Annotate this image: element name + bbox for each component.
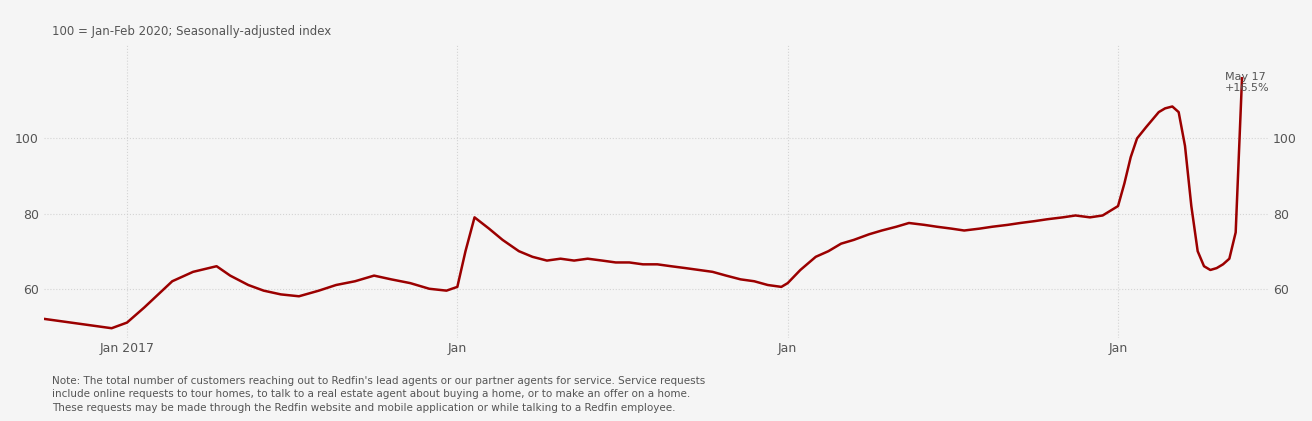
Text: 100 = Jan-Feb 2020; Seasonally-adjusted index: 100 = Jan-Feb 2020; Seasonally-adjusted … bbox=[52, 25, 332, 38]
Text: Note: The total number of customers reaching out to Redfin's lead agents or our : Note: The total number of customers reac… bbox=[52, 376, 706, 413]
Text: May 17
+16.5%: May 17 +16.5% bbox=[1225, 72, 1270, 93]
